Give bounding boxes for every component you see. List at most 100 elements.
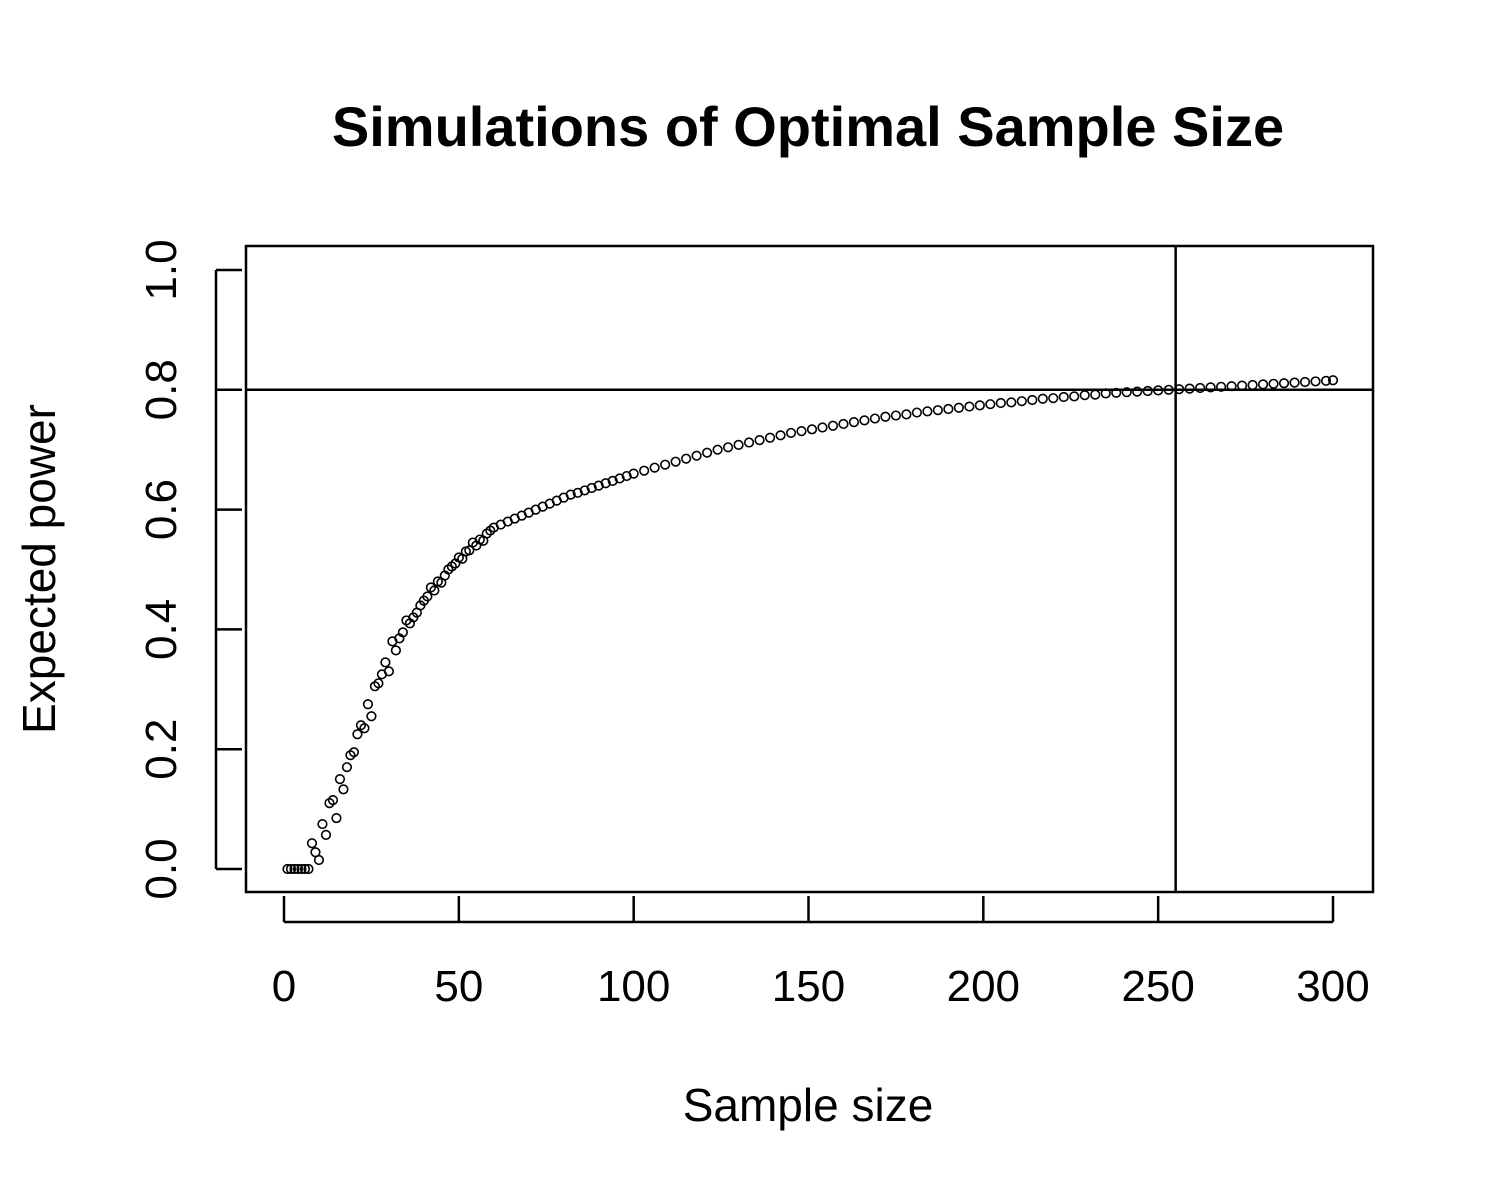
data-point — [1268, 378, 1279, 389]
data-point — [1195, 382, 1206, 394]
data-point — [600, 478, 611, 489]
data-point — [390, 645, 401, 656]
data-point — [1236, 380, 1248, 391]
data-point — [953, 402, 964, 413]
y-tick-label: 1.0 — [137, 239, 186, 300]
data-point — [775, 430, 786, 441]
data-point — [712, 444, 723, 455]
data-point — [383, 666, 395, 677]
data-point — [1205, 382, 1216, 393]
x-axis-ticks: 0 50 100 150 200 250 300 — [272, 896, 1370, 1011]
data-point — [1289, 377, 1300, 388]
y-axis-label: Expected power — [13, 404, 65, 734]
data-point — [1121, 387, 1132, 398]
data-point — [932, 405, 943, 416]
data-point — [296, 863, 307, 875]
data-point — [1153, 385, 1164, 396]
data-point — [359, 723, 370, 734]
data-point — [299, 863, 311, 875]
data-point — [639, 465, 650, 476]
data-point — [285, 863, 297, 875]
x-tick-label: 250 — [1121, 962, 1194, 1011]
data-point — [1058, 391, 1069, 403]
data-point — [964, 401, 975, 412]
data-point — [838, 418, 849, 430]
y-tick-label: 0.2 — [137, 719, 186, 780]
data-points — [282, 375, 1339, 875]
data-point — [1016, 396, 1027, 407]
data-point — [565, 489, 576, 500]
data-point — [1069, 391, 1080, 402]
y-tick-label: 0.8 — [137, 359, 186, 420]
data-point — [848, 417, 860, 428]
data-point — [859, 415, 870, 426]
data-point — [649, 462, 660, 473]
plot-frame — [244, 244, 1375, 894]
data-point — [1132, 386, 1143, 397]
data-point — [303, 863, 314, 875]
data-point — [306, 838, 318, 849]
data-point — [366, 711, 377, 722]
data-point — [701, 447, 713, 458]
data-point — [869, 413, 881, 424]
data-point — [1006, 397, 1017, 408]
data-point — [607, 475, 618, 486]
data-point — [754, 435, 765, 446]
data-point — [341, 762, 353, 773]
x-tick-label: 300 — [1296, 962, 1369, 1011]
data-point — [1142, 385, 1153, 397]
data-point — [327, 795, 339, 806]
data-point — [660, 459, 671, 470]
data-point — [1163, 384, 1174, 395]
data-point — [670, 456, 681, 467]
data-point — [1278, 378, 1290, 389]
data-point — [348, 747, 360, 758]
x-tick-label: 100 — [597, 962, 670, 1011]
data-point — [397, 627, 408, 638]
y-tick-label: 0.6 — [137, 479, 186, 540]
data-point — [429, 585, 440, 596]
data-point — [313, 854, 325, 866]
data-point — [974, 400, 985, 411]
data-point — [681, 453, 692, 464]
data-point — [422, 591, 433, 602]
data-point — [338, 784, 349, 795]
data-point — [827, 420, 839, 431]
data-point — [1257, 379, 1269, 390]
data-point — [743, 437, 755, 448]
data-point — [911, 407, 922, 418]
data-point — [1320, 375, 1332, 386]
data-point — [1079, 390, 1090, 401]
data-point — [1310, 376, 1321, 387]
data-point — [817, 422, 828, 433]
data-point — [733, 439, 744, 451]
y-tick-label: 0.0 — [137, 838, 186, 899]
data-point — [334, 774, 346, 785]
data-point — [985, 399, 996, 410]
y-tick-label: 0.4 — [137, 599, 186, 660]
data-point — [282, 863, 293, 875]
data-point — [1247, 379, 1258, 391]
data-point — [691, 450, 702, 461]
data-point — [796, 426, 807, 437]
data-point — [317, 818, 328, 830]
data-point — [785, 427, 797, 439]
data-point — [1048, 393, 1059, 404]
data-point — [922, 406, 933, 417]
data-point — [1299, 376, 1311, 388]
data-point — [628, 468, 639, 479]
x-tick-label: 50 — [434, 962, 483, 1011]
data-point — [621, 470, 632, 482]
data-point — [1027, 394, 1038, 406]
x-tick-label: 0 — [272, 962, 296, 1011]
data-point — [614, 473, 625, 484]
data-point — [292, 863, 304, 875]
data-point — [593, 480, 604, 491]
data-point — [1327, 375, 1339, 386]
data-point — [943, 403, 954, 415]
data-point — [1216, 381, 1227, 392]
data-point — [289, 863, 300, 875]
data-point — [901, 409, 912, 420]
data-point — [380, 657, 391, 668]
data-point — [579, 485, 590, 496]
